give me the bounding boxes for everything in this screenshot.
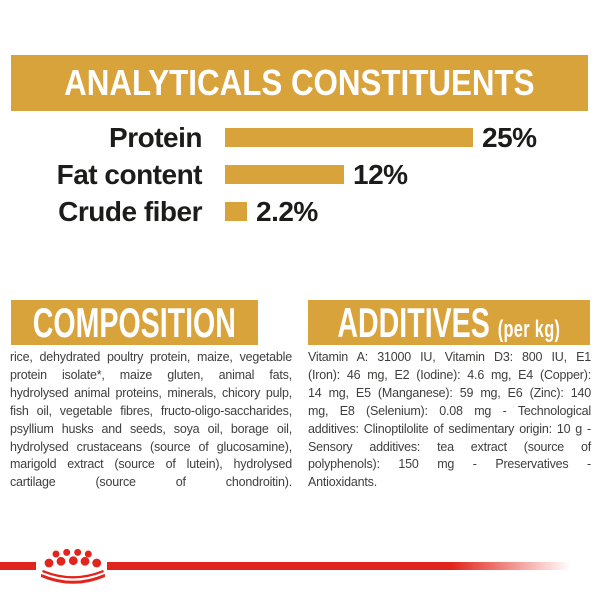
footer-red-band-right <box>107 562 585 570</box>
chart-value-label: 25% <box>482 121 537 153</box>
chart-row: Protein 25% <box>0 119 600 156</box>
chart-bar <box>225 202 247 221</box>
additives-banner: ADDITIVES (per kg) <box>308 299 590 347</box>
additives-title: ADDITIVES <box>337 298 490 346</box>
chart-category-label: Fat content <box>56 158 203 190</box>
royal-canin-crown-icon <box>41 549 105 584</box>
chart-row: Fat content 12% <box>0 156 600 193</box>
footer-red-band-left <box>0 562 36 570</box>
analytical-constituents-banner: ANALYTICALS CONSTITUENTS <box>11 55 588 111</box>
chart-row: Crude fiber 2.2% <box>0 193 600 230</box>
chart-category-label: Crude fiber <box>58 195 202 227</box>
chart-bar <box>225 165 344 184</box>
analytical-constituents-title: ANALYTICALS CONSTITUENTS <box>64 62 535 103</box>
composition-title: COMPOSITION <box>32 298 237 346</box>
chart-bar <box>225 128 473 147</box>
additives-details-text: Vitamin A: 31000 IU, Vitamin D3: 800 IU,… <box>308 350 591 490</box>
composition-banner: COMPOSITION <box>11 298 258 346</box>
composition-ingredients-text: rice, dehydrated poultry protein, maize,… <box>10 350 292 490</box>
chart-category-label: Protein <box>109 121 202 153</box>
analytical-constituents-chart: Protein 25% Fat content 12% Crude fiber … <box>0 119 600 230</box>
additives-title-group: ADDITIVES (per kg) <box>338 299 561 347</box>
chart-value-label: 2.2% <box>256 195 318 227</box>
additives-per-kg-label: (per kg) <box>497 315 561 343</box>
chart-value-label: 12% <box>353 158 408 190</box>
